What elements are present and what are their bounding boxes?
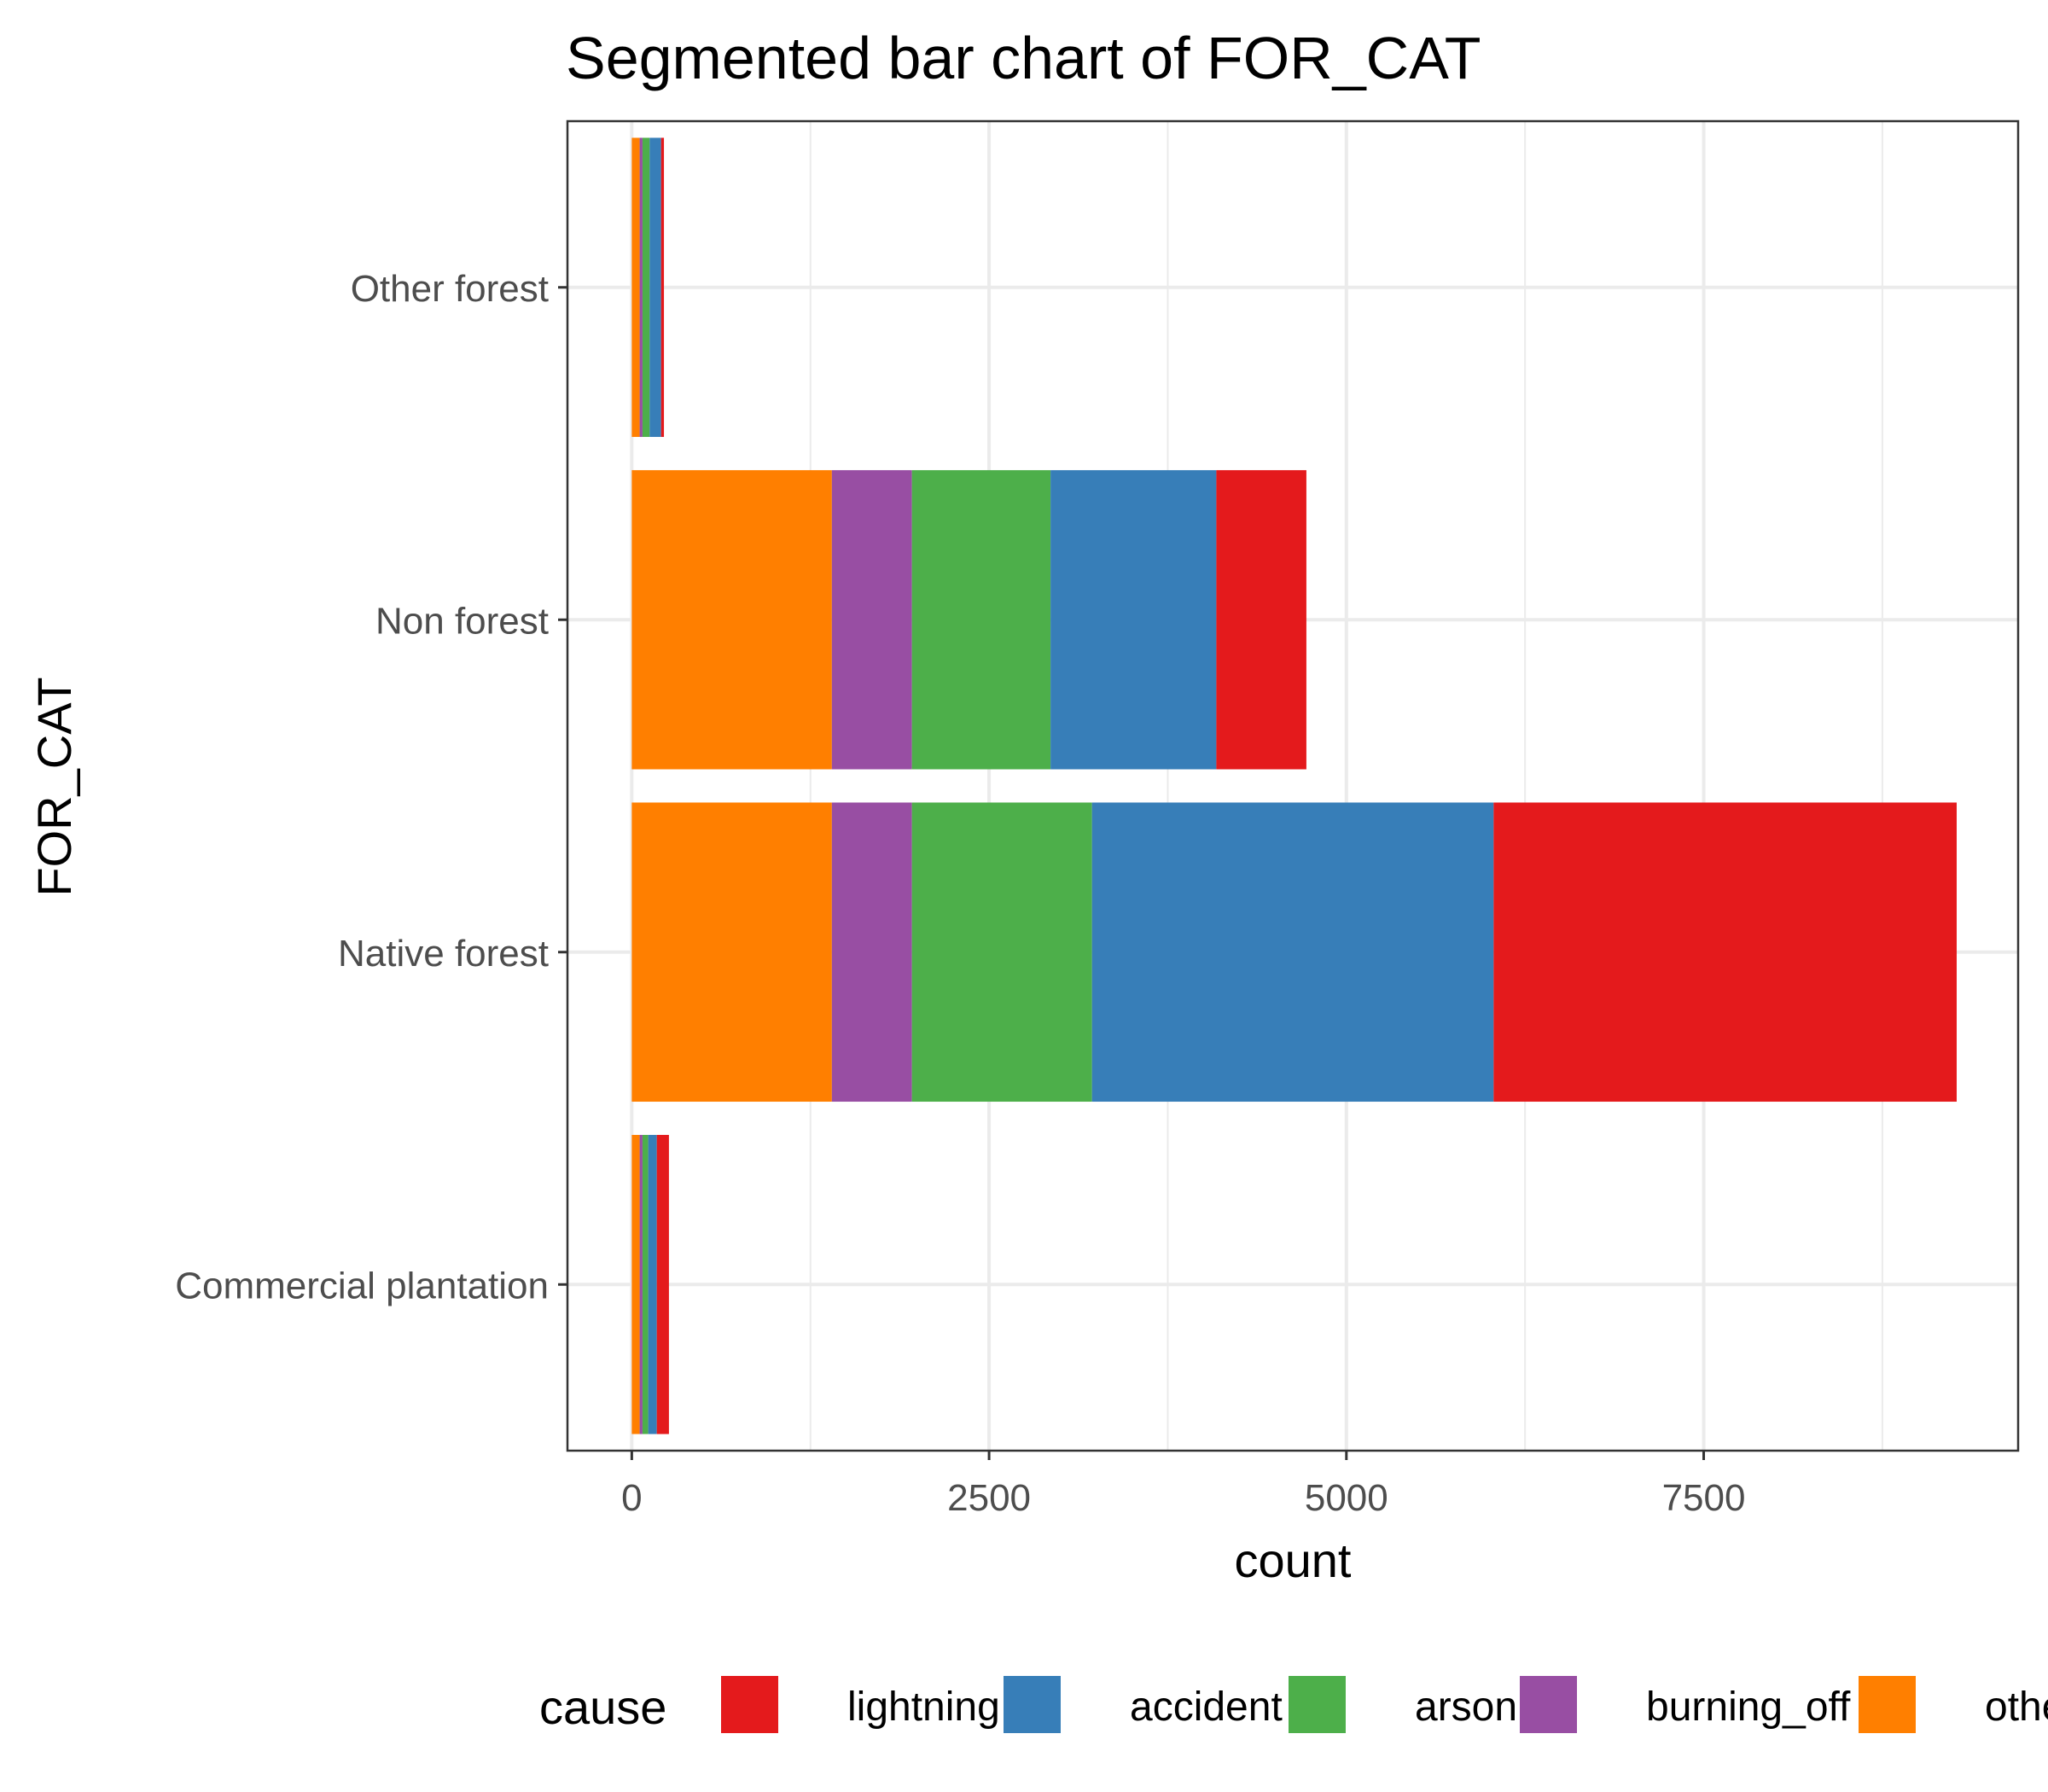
- legend-key-lightning: [721, 1676, 778, 1733]
- y-tick-label: Native forest: [338, 933, 549, 975]
- bar-segment-other: [631, 802, 832, 1103]
- y-tick-label: Commercial plantation: [175, 1265, 549, 1306]
- legend-label: accident: [1130, 1684, 1283, 1730]
- bar-segment-lightning: [1216, 469, 1306, 770]
- legend-key-other: [1859, 1676, 1916, 1733]
- x-tick-label: 5000: [1305, 1477, 1388, 1519]
- axes: 0 2500 5000 7500 Commercial plantation Native…: [175, 268, 1745, 1519]
- x-axis-title: count: [1235, 1533, 1352, 1587]
- bar-segment-lightning: [656, 1134, 669, 1434]
- bar-segment-burning-off: [831, 469, 912, 770]
- panel-border: [566, 119, 2020, 1452]
- legend-key-accident: [1004, 1676, 1061, 1733]
- bar-segment-other: [631, 1134, 640, 1434]
- bar-segment-accident: [648, 1134, 657, 1434]
- bar-segment-accident: [1091, 802, 1494, 1103]
- bar-segment-lightning: [1493, 802, 1957, 1103]
- bar-segment-arson: [911, 802, 1092, 1103]
- bar-segment-burning-off: [639, 137, 643, 438]
- panel-background: [567, 121, 2018, 1451]
- y-axis-title: FOR_CAT: [27, 677, 81, 896]
- bar-segment-burning-off: [639, 1134, 643, 1434]
- legend-label: lightning: [847, 1684, 1000, 1730]
- y-tick-label: Non forest: [375, 600, 549, 642]
- x-tick-label: 2500: [947, 1477, 1031, 1519]
- bar-segment-lightning: [660, 137, 665, 438]
- bar-segment-arson: [642, 1134, 649, 1434]
- legend-label: other: [1985, 1684, 2048, 1730]
- bar-segment-other: [631, 469, 832, 770]
- chart-title: Segmented bar chart of FOR_CAT: [566, 25, 1481, 91]
- bar-segment-arson: [911, 469, 1051, 770]
- legend-key-arson: [1289, 1676, 1346, 1733]
- x-tick-label: 7500: [1662, 1477, 1746, 1519]
- legend-label: arson: [1415, 1684, 1517, 1730]
- bar-segment-other: [631, 137, 640, 438]
- bar-segment-accident: [649, 137, 661, 438]
- bar-segment-burning-off: [831, 802, 912, 1103]
- y-tick-label: Other forest: [351, 268, 549, 310]
- bar-segment-accident: [1050, 469, 1217, 770]
- bars: [631, 137, 1957, 1434]
- legend-title: cause: [539, 1680, 666, 1734]
- bar-segment-arson: [642, 137, 650, 438]
- legend: cause lightning accident arson burning_off ot…: [539, 1676, 2048, 1734]
- legend-label: burning_off: [1646, 1684, 1851, 1730]
- legend-key-burning-off: [1520, 1676, 1577, 1733]
- x-tick-label: 0: [621, 1477, 642, 1519]
